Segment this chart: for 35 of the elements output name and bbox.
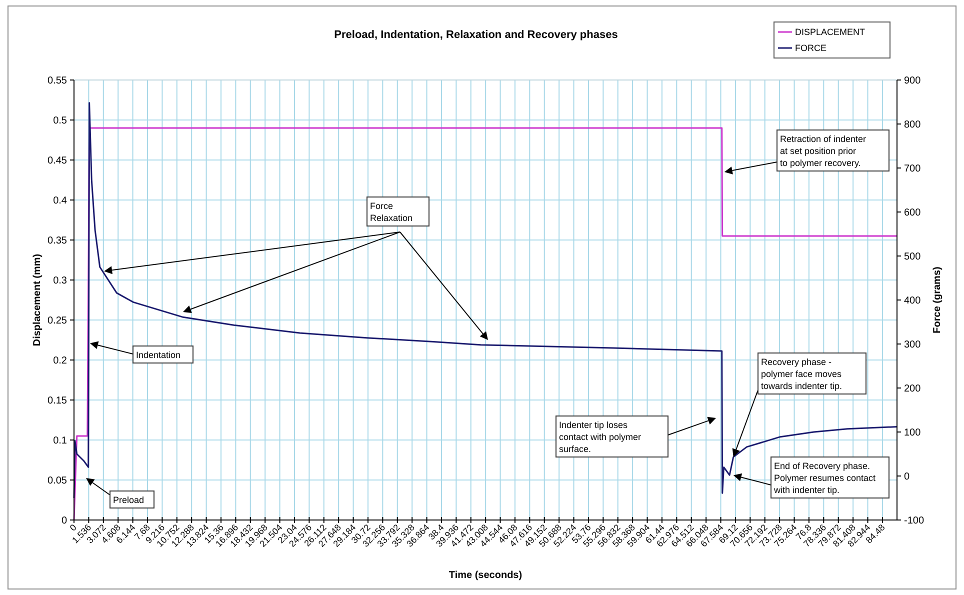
annotation: Indenter tip loses contact with polymer surface. bbox=[559, 420, 642, 454]
y2-tick-label: 300 bbox=[904, 340, 922, 350]
y-tick-label: 0.45 bbox=[48, 156, 68, 166]
y2-tick-label: 200 bbox=[904, 384, 922, 394]
annotation: Retraction of indenter at set position prior to polymer recovery. bbox=[780, 134, 866, 168]
y-tick-label: 0.5 bbox=[53, 116, 68, 126]
y2-tick-label: 700 bbox=[904, 164, 922, 174]
y2-tick-label: 800 bbox=[904, 120, 922, 130]
chart-title: Preload, Indentation, Relaxation and Recovery phases bbox=[334, 29, 618, 41]
legend-label: DISPLACEMENT bbox=[795, 27, 866, 38]
y2-tick-label: 400 bbox=[904, 296, 922, 306]
annotation: Recovery phase - polymer face moves towards indenter tip. bbox=[761, 357, 842, 391]
y-tick-label: 0.55 bbox=[48, 76, 68, 86]
y-axis-title: Displacement (mm) bbox=[32, 254, 43, 346]
y-tick-label: 0.25 bbox=[48, 316, 68, 326]
y-tick-label: 0.2 bbox=[53, 356, 68, 366]
y-tick-label: 0.1 bbox=[53, 436, 68, 446]
y-tick-label: 0.3 bbox=[53, 276, 68, 286]
annotation: Force Relaxation bbox=[370, 201, 413, 223]
y2-tick-label: 600 bbox=[904, 208, 922, 218]
annotation: Preload bbox=[113, 495, 144, 505]
legend-label: FORCE bbox=[795, 43, 826, 54]
y2-tick-label: 0 bbox=[904, 472, 910, 482]
y2-tick-label: 500 bbox=[904, 252, 922, 262]
y2-tick-label: 100 bbox=[904, 428, 922, 438]
y-tick-label: 0.35 bbox=[48, 236, 68, 246]
y2-tick-label: 900 bbox=[904, 76, 922, 86]
y2-tick-label: -100 bbox=[904, 516, 924, 526]
annotation: Indentation bbox=[136, 350, 181, 360]
x-axis-title: Time (seconds) bbox=[448, 570, 522, 581]
y-tick-label: 0.15 bbox=[48, 396, 68, 406]
y2-axis-title: Force (grams) bbox=[932, 266, 943, 334]
y-tick-label: 0.4 bbox=[53, 196, 68, 206]
annotation: End of Recovery phase. Polymer resumes contact with indenter tip. bbox=[773, 461, 876, 495]
y-tick-label: 0.05 bbox=[48, 476, 68, 486]
